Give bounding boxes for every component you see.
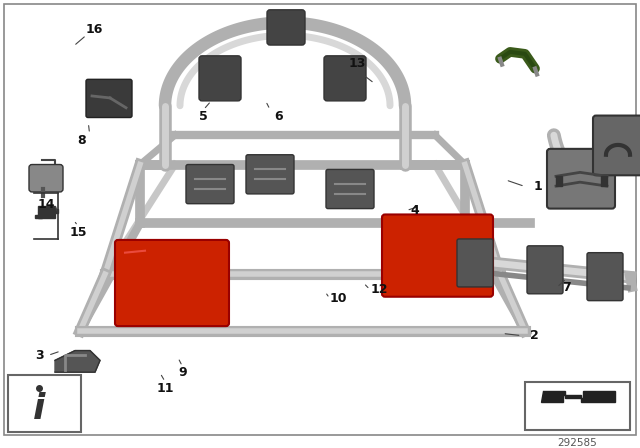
FancyBboxPatch shape bbox=[86, 79, 132, 117]
Text: 1: 1 bbox=[533, 180, 542, 193]
Polygon shape bbox=[35, 206, 58, 218]
FancyBboxPatch shape bbox=[547, 149, 615, 209]
Polygon shape bbox=[556, 176, 562, 186]
FancyBboxPatch shape bbox=[246, 155, 294, 194]
Text: 2: 2 bbox=[530, 329, 539, 342]
Text: 10: 10 bbox=[329, 292, 347, 305]
Text: 13: 13 bbox=[348, 57, 366, 70]
FancyBboxPatch shape bbox=[29, 164, 63, 192]
Text: 12: 12 bbox=[370, 283, 388, 296]
Polygon shape bbox=[55, 351, 100, 372]
Text: 15: 15 bbox=[69, 226, 87, 239]
Text: 16: 16 bbox=[86, 23, 104, 36]
FancyBboxPatch shape bbox=[593, 116, 640, 175]
Text: i: i bbox=[33, 392, 45, 426]
FancyBboxPatch shape bbox=[186, 164, 234, 204]
Text: 4: 4 bbox=[410, 204, 419, 217]
Text: 9: 9 bbox=[178, 366, 187, 379]
FancyBboxPatch shape bbox=[324, 56, 366, 101]
Text: 5: 5 bbox=[199, 110, 208, 123]
FancyBboxPatch shape bbox=[115, 240, 229, 326]
Text: 3: 3 bbox=[35, 349, 44, 362]
FancyBboxPatch shape bbox=[267, 10, 305, 45]
FancyBboxPatch shape bbox=[199, 56, 241, 101]
Polygon shape bbox=[541, 392, 614, 402]
Polygon shape bbox=[601, 176, 607, 186]
FancyBboxPatch shape bbox=[457, 239, 493, 287]
FancyBboxPatch shape bbox=[326, 169, 374, 209]
Text: 7: 7 bbox=[562, 281, 571, 294]
FancyBboxPatch shape bbox=[527, 246, 563, 294]
Text: 6: 6 bbox=[274, 110, 283, 123]
Bar bbox=[525, 382, 630, 430]
FancyBboxPatch shape bbox=[587, 253, 623, 301]
Text: 11: 11 bbox=[156, 382, 174, 395]
Text: 292585: 292585 bbox=[557, 438, 598, 448]
Text: 14: 14 bbox=[37, 198, 55, 211]
Text: 8: 8 bbox=[77, 134, 86, 147]
FancyBboxPatch shape bbox=[382, 215, 493, 297]
Bar bbox=[8, 375, 81, 432]
